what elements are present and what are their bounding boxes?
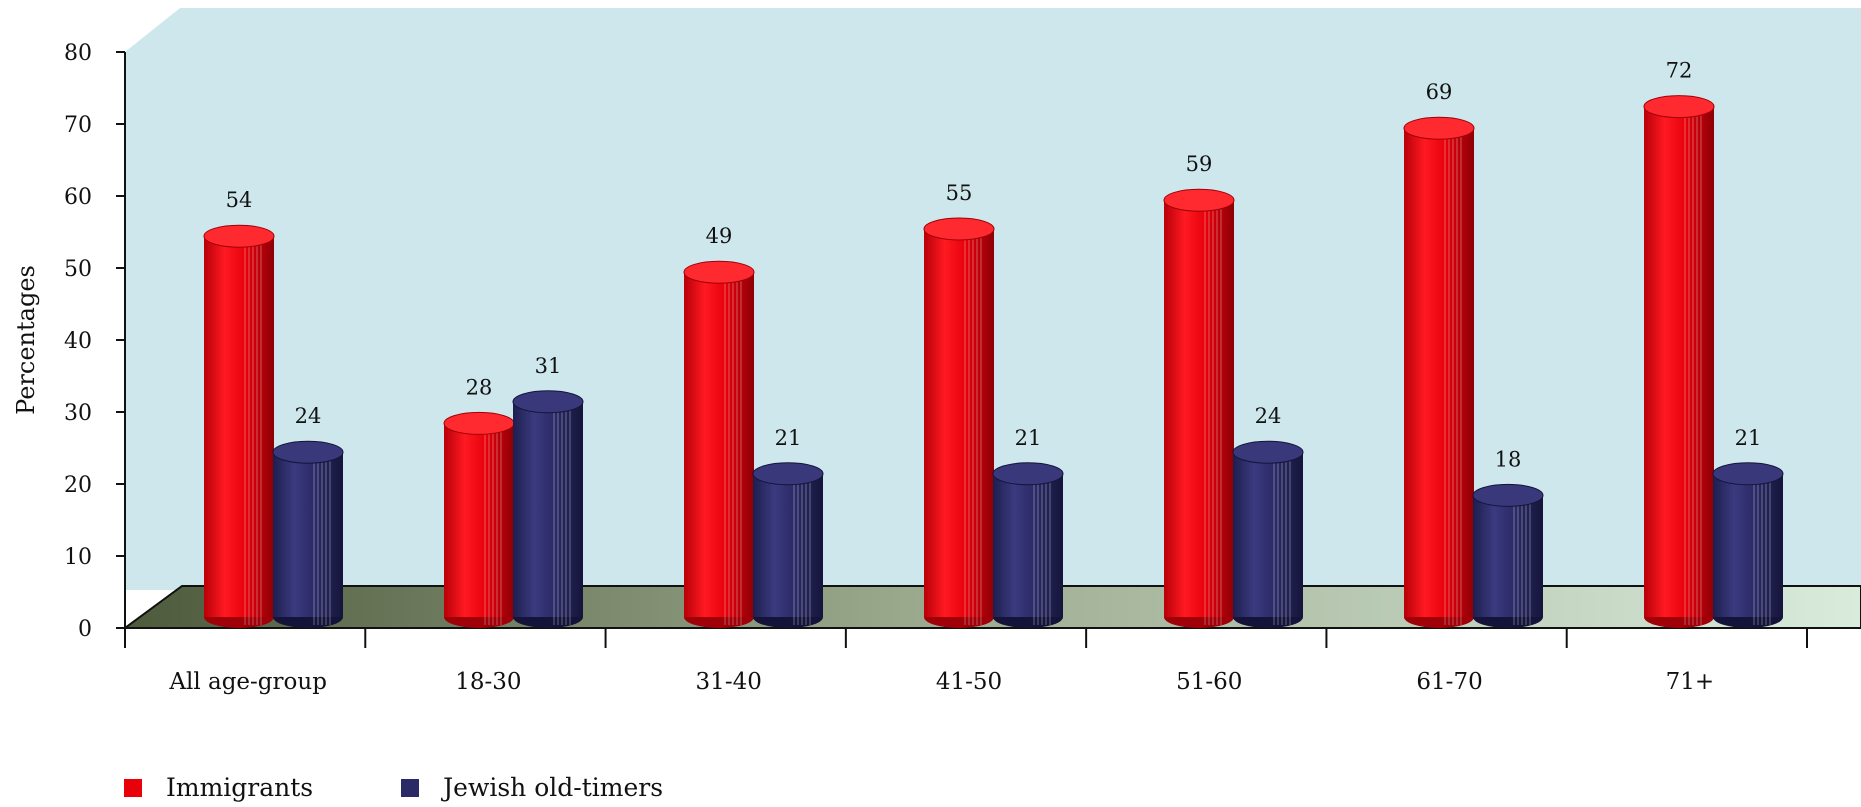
- data-label: 28: [466, 375, 493, 399]
- x-tick-label: 71+: [1666, 669, 1715, 695]
- legend-label-jewish-old-timers: Jewish old-timers: [443, 773, 664, 802]
- data-label: 18: [1495, 447, 1522, 471]
- data-label: 55: [946, 181, 973, 205]
- y-tick-label: 80: [64, 41, 92, 66]
- x-tick-label: 18-30: [455, 669, 521, 695]
- data-label: 49: [706, 224, 733, 248]
- y-tick-label: 50: [64, 257, 92, 282]
- data-label: 69: [1426, 80, 1453, 104]
- legend-item-jewish-old-timers: Jewish old-timers: [401, 773, 663, 802]
- data-label: 72: [1666, 59, 1693, 83]
- y-tick-label: 40: [64, 329, 92, 354]
- data-label: 31: [535, 354, 562, 378]
- bar: [443, 411, 515, 628]
- bar: [1232, 440, 1304, 628]
- bar: [923, 217, 995, 628]
- legend-swatch-jewish-old-timers: [401, 778, 420, 797]
- data-label: 21: [1015, 426, 1042, 450]
- data-label: 24: [1255, 404, 1282, 428]
- x-tick-label: 41-50: [936, 669, 1002, 695]
- bar: [752, 462, 824, 628]
- x-axis-ticks: All age-group 18-30 31-40 41-50 51-60 61-70 71…: [124, 628, 1808, 695]
- data-label: 59: [1186, 152, 1213, 176]
- y-tick-label: 0: [78, 617, 92, 642]
- bar: [1403, 116, 1475, 628]
- bar: [1163, 188, 1235, 628]
- x-tick-label: 61-70: [1416, 669, 1482, 695]
- x-tick-label: 51-60: [1176, 669, 1242, 695]
- bar: [992, 462, 1064, 628]
- x-tick-label: All age-group: [168, 669, 327, 695]
- y-axis-ticks: 0 10 20 30 40 50 60 70 80: [64, 41, 125, 642]
- legend-item-immigrants: Immigrants: [124, 773, 313, 802]
- data-label: 54: [226, 188, 253, 212]
- legend-label-immigrants: Immigrants: [166, 773, 314, 802]
- y-axis-label: Percentages: [12, 265, 40, 415]
- bar: [683, 260, 755, 628]
- legend: Immigrants Jewish old-timers: [124, 773, 751, 802]
- data-label: 21: [1735, 426, 1762, 450]
- bar: [272, 440, 344, 628]
- bar: [1712, 462, 1784, 628]
- y-tick-label: 20: [64, 473, 92, 498]
- y-tick-label: 10: [64, 545, 92, 570]
- y-tick-label: 70: [64, 113, 92, 138]
- bar: [1643, 95, 1715, 628]
- y-tick-label: 60: [64, 185, 92, 210]
- bars: 54 24 28 31 49 21 55 21 59 24 69 18 72 21: [203, 59, 1784, 628]
- bar: [203, 224, 275, 628]
- x-tick-label: 31-40: [696, 669, 762, 695]
- data-label: 21: [775, 426, 802, 450]
- bar: [1472, 483, 1544, 628]
- y-tick-label: 30: [64, 401, 92, 426]
- legend-swatch-immigrants: [124, 778, 142, 797]
- data-label: 24: [295, 404, 322, 428]
- bar: [512, 390, 584, 628]
